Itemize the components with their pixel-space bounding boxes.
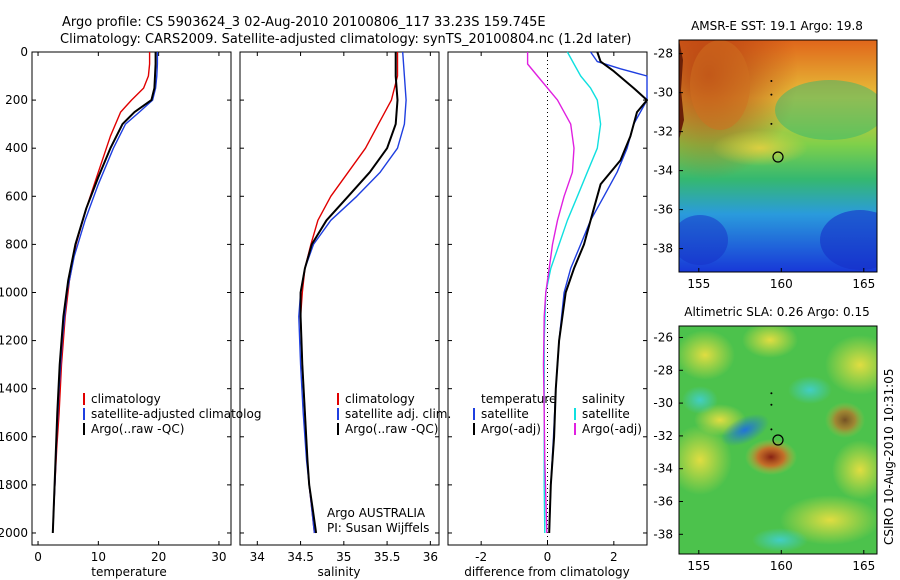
series-temperature-satellite (548, 51, 648, 534)
salinity-panel-frame (239, 51, 440, 546)
map-y-tick-label: -36 (653, 495, 673, 509)
map-y-tick-label: -26 (653, 330, 673, 344)
map-x-tick-label: 155 (687, 277, 710, 291)
figure-title-line1: Argo profile: CS 5903624_3 02-Aug-2010 2… (62, 15, 546, 30)
y-tick-label: 1200 (0, 334, 28, 348)
series-argo-raw-qc (299, 52, 399, 534)
x-tick-label: 34 (250, 550, 265, 564)
csiro-timestamp: CSIRO 10-Aug-2010 10:31:05 (882, 369, 896, 545)
y-tick-label: 200 (5, 93, 28, 107)
x-tick-label: 34.5 (287, 550, 314, 564)
figure-title-line2: Climatology: CARS2009. Satellite-adjuste… (60, 32, 632, 47)
series-argo-raw-qc (51, 52, 157, 534)
x-tick-label: -2 (475, 550, 487, 564)
map-y-tick-label: -28 (653, 363, 673, 377)
x-tick-label: 20 (151, 550, 166, 564)
y-tick-label: 1800 (0, 478, 28, 492)
argo-credit-line2: PI: Susan Wijffels (327, 521, 429, 535)
legend-temp-satellite: satellite (481, 407, 529, 421)
y-tick-label: 600 (5, 189, 28, 203)
map-y-tick-label: -38 (653, 242, 673, 256)
y-tick-label: 1000 (0, 285, 28, 299)
legend-temperature-title: temperature (481, 392, 556, 406)
track-dot (770, 392, 773, 395)
track-dot (770, 79, 773, 82)
legend-argo: Argo(..raw -QC) (91, 422, 184, 436)
temperature-legend: climatology satellite-adjusted climatolo… (83, 392, 261, 436)
temperature-panel-frame (31, 51, 232, 546)
series-satellite-adj-clim (298, 51, 407, 534)
difference-legend: temperature satellite Argo(-adj) salinit… (473, 392, 642, 436)
legend-sal-argo: Argo(-adj) (582, 422, 642, 436)
map-x-tick-label: 160 (770, 559, 793, 573)
salinity-xlabel: salinity (317, 565, 360, 579)
legend-sal-satellite: satellite (582, 407, 630, 421)
sst-map-title: AMSR-E SST: 19.1 Argo: 19.8 (691, 19, 863, 33)
series-temperature-argo-adj (548, 51, 648, 534)
track-dot (770, 403, 773, 406)
map-y-tick-label: -34 (653, 462, 673, 476)
sla-map-frame (678, 325, 878, 555)
map-y-tick-label: -38 (653, 527, 673, 541)
map-y-tick-label: -28 (653, 47, 673, 61)
y-tick-label: 1400 (0, 382, 28, 396)
map-x-tick-label: 165 (852, 559, 875, 573)
map-x-tick-label: 160 (770, 277, 793, 291)
sla-argo-marker (772, 434, 784, 446)
sst-argo-marker (772, 151, 784, 163)
map-y-tick-label: -30 (653, 396, 673, 410)
map-y-tick-label: -32 (653, 125, 673, 139)
x-tick-label: 35.5 (374, 550, 401, 564)
x-tick-label: 35 (336, 550, 351, 564)
difference-xlabel: difference from climatology (464, 565, 630, 579)
difference-panel-frame (447, 51, 648, 546)
track-dot (770, 428, 773, 431)
y-tick-label: 1600 (0, 430, 28, 444)
y-tick-label: 800 (5, 237, 28, 251)
y-tick-label: 400 (5, 141, 28, 155)
temperature-xlabel: temperature (91, 565, 166, 579)
salinity-legend: climatology satellite adj. clim. Argo(..… (337, 392, 451, 436)
temperature-plot: 0 10 20 30 0 200 400 600 800 1000 1200 1400 1600 1800… (0, 45, 231, 564)
sla-map-axes: 155 160 165 -26 -28 -30 -32 -34 -36 -38 (653, 330, 875, 573)
legend-satellite-adjusted: satellite-adjusted climatolog (91, 407, 261, 421)
legend-argo: Argo(..raw -QC) (345, 422, 438, 436)
sst-map-axes: 155 160 165 -28 -30 -32 -34 -36 -38 (653, 47, 875, 291)
sst-map-image (679, 40, 877, 272)
track-dot (770, 122, 773, 125)
legend-climatology: climatology (91, 392, 161, 406)
map-y-tick-label: -30 (653, 86, 673, 100)
y-tick-label: 2000 (0, 526, 28, 540)
map-y-tick-label: -36 (653, 203, 673, 217)
legend-salinity-title: salinity (582, 392, 625, 406)
legend-climatology: climatology (345, 392, 415, 406)
series-climatology (299, 52, 399, 534)
map-y-tick-label: -34 (653, 164, 673, 178)
series-salinity-argo-adj (526, 52, 575, 534)
x-tick-label: 0 (34, 550, 42, 564)
sla-map-image (679, 326, 877, 554)
legend-temp-argo: Argo(-adj) (481, 422, 541, 436)
difference-plot: -2 0 2 (448, 51, 648, 564)
map-y-tick-label: -32 (653, 429, 673, 443)
map-x-tick-label: 165 (852, 277, 875, 291)
x-tick-label: 30 (211, 550, 226, 564)
map-x-tick-label: 155 (687, 559, 710, 573)
sst-map-frame (678, 39, 878, 273)
x-tick-label: 0 (544, 550, 552, 564)
track-dot (770, 93, 773, 96)
legend-satellite-adj: satellite adj. clim. (345, 407, 451, 421)
y-tick-label: 0 (20, 45, 28, 59)
sla-map-title: Altimetric SLA: 0.26 Argo: 0.15 (684, 305, 869, 319)
argo-credit-line1: Argo AUSTRALIA (327, 506, 426, 520)
salinity-plot: 34 34.5 35 35.5 36 (240, 51, 439, 564)
x-tick-label: 2 (610, 550, 618, 564)
x-tick-label: 10 (91, 550, 106, 564)
x-tick-label: 36 (423, 550, 438, 564)
